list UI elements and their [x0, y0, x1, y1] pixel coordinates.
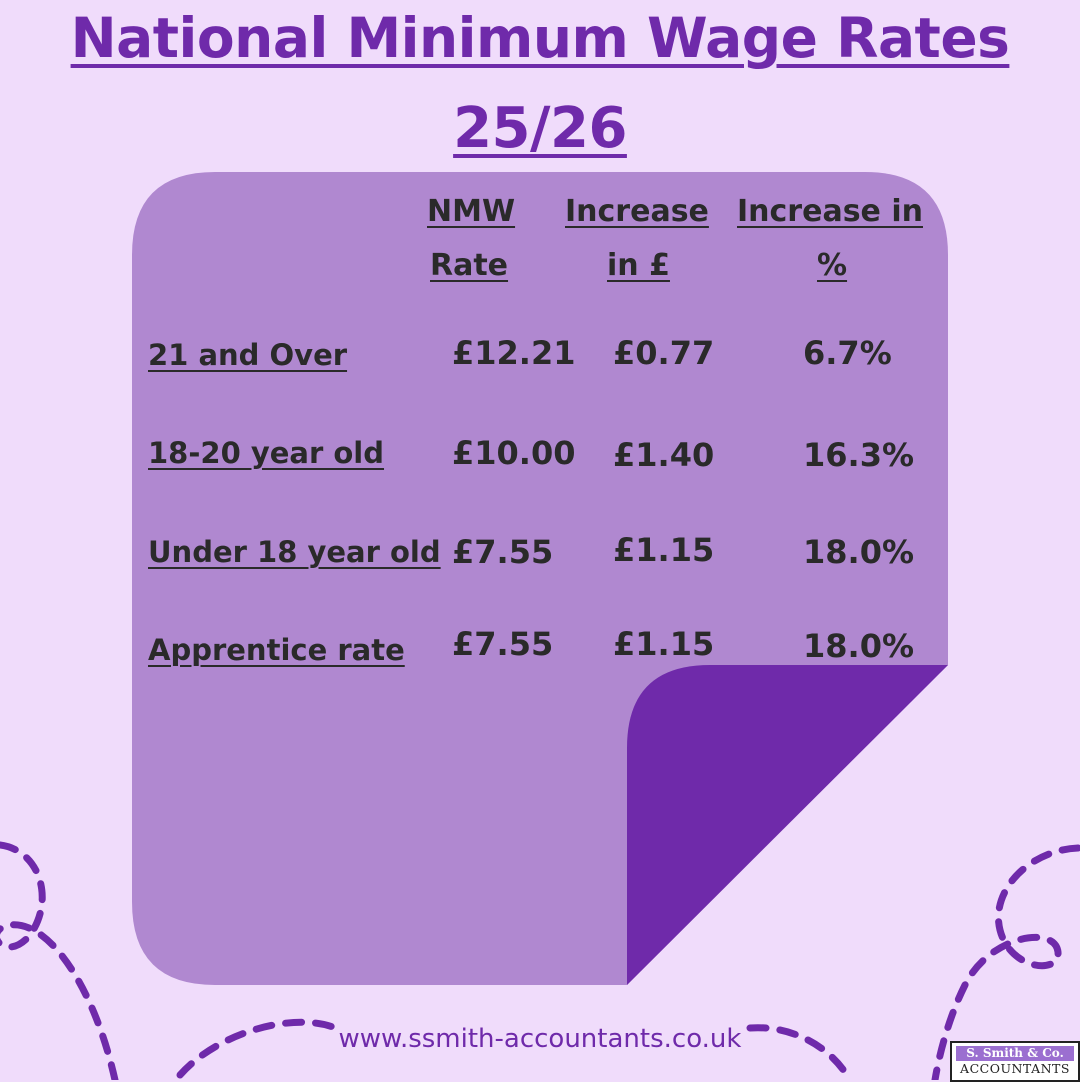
rate-cell: £7.55 — [452, 533, 554, 571]
increase-pct-cell: 6.7% — [803, 334, 892, 372]
page-subtitle-year: 25/26 — [453, 96, 627, 161]
page-title: National Minimum Wage Rates — [70, 6, 1010, 70]
logo-accountants: ACCOUNTANTS — [960, 1061, 1070, 1076]
increase-gbp-cell: £1.15 — [613, 531, 715, 569]
increase-gbp-cell: £1.40 — [613, 436, 715, 474]
row-label-18-20: 18-20 year old — [148, 436, 385, 470]
header-rate-line2: Rate — [430, 248, 509, 283]
rate-cell: £10.00 — [452, 434, 576, 472]
row-label-apprentice: Apprentice rate — [148, 633, 405, 667]
header-increase-gbp-line2: in £ — [607, 248, 670, 283]
header-rate-line1: NMW — [427, 194, 516, 229]
increase-gbp-cell: £0.77 — [613, 334, 715, 372]
dashed-swirl-decoration — [0, 841, 1080, 1080]
rate-cell: £7.55 — [452, 625, 554, 663]
website-url[interactable]: www.ssmith-accountants.co.uk — [338, 1024, 742, 1054]
increase-gbp-cell: £1.15 — [613, 625, 715, 663]
header-increase-pct-line1: Increase in — [737, 194, 923, 229]
header-increase-pct-line2: % — [817, 248, 848, 283]
row-label-under-18: Under 18 year old — [148, 535, 441, 569]
increase-pct-cell: 18.0% — [803, 533, 915, 571]
logo-company-name: S. Smith & Co. — [956, 1046, 1074, 1061]
increase-pct-cell: 16.3% — [803, 436, 915, 474]
header-increase-gbp-line1: Increase — [565, 194, 709, 229]
rate-cell: £12.21 — [452, 334, 576, 372]
row-label-21-and-over: 21 and Over — [148, 338, 348, 372]
folded-corner — [627, 665, 948, 985]
sticky-note-body — [132, 172, 948, 985]
company-logo: S. Smith & Co. ACCOUNTANTS — [950, 1041, 1080, 1082]
increase-pct-cell: 18.0% — [803, 627, 915, 665]
